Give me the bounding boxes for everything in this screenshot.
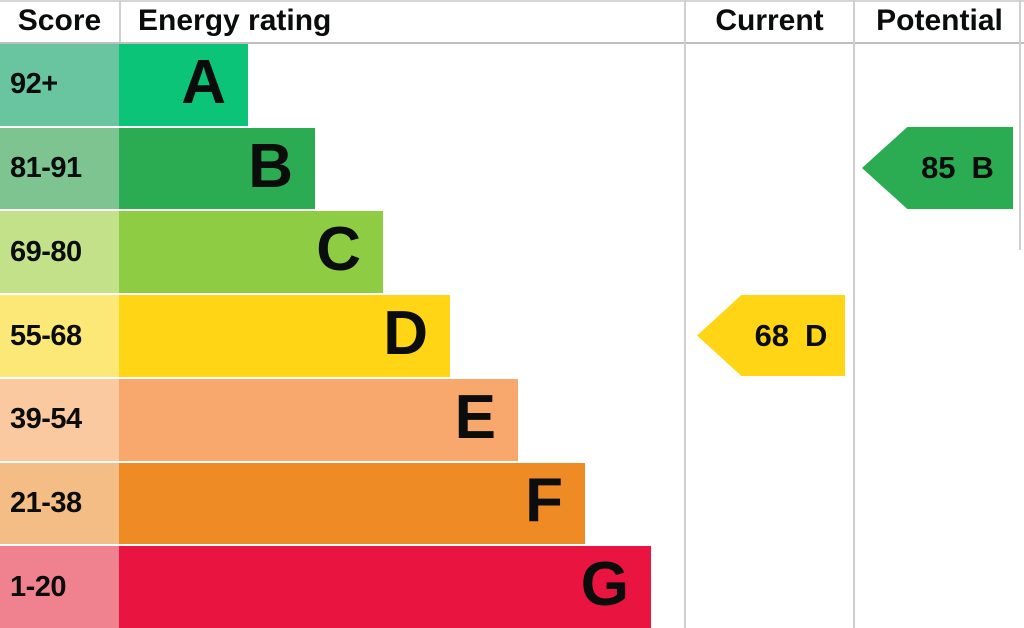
band-bar-d: D xyxy=(119,295,450,377)
potential-rating-arrow: 85 B xyxy=(862,127,1013,209)
potential-rating-value: 85 xyxy=(921,150,956,185)
band-letter: A xyxy=(181,47,226,117)
current-rating-band: D xyxy=(805,317,828,353)
band-score-label: 21-38 xyxy=(0,462,119,545)
band-score-label: 69-80 xyxy=(0,211,119,294)
header-energy-rating: Energy rating xyxy=(138,4,332,37)
band-row-d: 55-68 D xyxy=(0,295,684,379)
band-row-c: 69-80 C xyxy=(0,211,684,296)
top-border-line xyxy=(0,0,1024,2)
potential-column-divider xyxy=(853,0,855,628)
header-current: Current xyxy=(715,4,824,37)
current-rating-value: 68 xyxy=(754,317,790,353)
band-row-a: 92+ A xyxy=(0,44,684,128)
band-letter: D xyxy=(383,299,428,369)
band-letter: B xyxy=(248,131,293,201)
potential-rating-band: B xyxy=(971,150,994,185)
band-score-label: 81-91 xyxy=(0,127,119,210)
band-bar-e: E xyxy=(119,378,518,461)
band-bar-c: C xyxy=(119,211,383,294)
band-bar-f: F xyxy=(119,462,585,545)
band-letter: F xyxy=(525,466,563,536)
band-score-label: 92+ xyxy=(0,44,119,126)
header-score: Score xyxy=(17,4,102,37)
band-score-label: 55-68 xyxy=(0,295,119,377)
right-border-line xyxy=(1019,0,1021,250)
band-row-e: 39-54 E xyxy=(0,378,684,463)
band-row-f: 21-38 F xyxy=(0,462,684,547)
band-letter: C xyxy=(316,215,361,285)
current-rating-arrow: 68 D xyxy=(697,295,845,376)
current-column-divider xyxy=(684,0,686,628)
band-score-label: 39-54 xyxy=(0,378,119,461)
band-letter: G xyxy=(580,550,629,620)
band-rows: 92+ A 81-91 B 69-80 C 55-68 D 39-54 xyxy=(0,44,684,628)
score-column-divider xyxy=(119,0,121,42)
band-bar-b: B xyxy=(119,127,315,210)
band-score-label: 1-20 xyxy=(0,546,119,628)
header-potential: Potential xyxy=(876,4,1003,37)
band-bar-a: A xyxy=(119,44,248,126)
band-row-g: 1-20 G xyxy=(0,546,684,628)
band-letter: E xyxy=(454,382,496,452)
band-bar-g: G xyxy=(119,546,651,628)
header-underline xyxy=(0,42,1024,44)
band-row-b: 81-91 B xyxy=(0,127,684,212)
